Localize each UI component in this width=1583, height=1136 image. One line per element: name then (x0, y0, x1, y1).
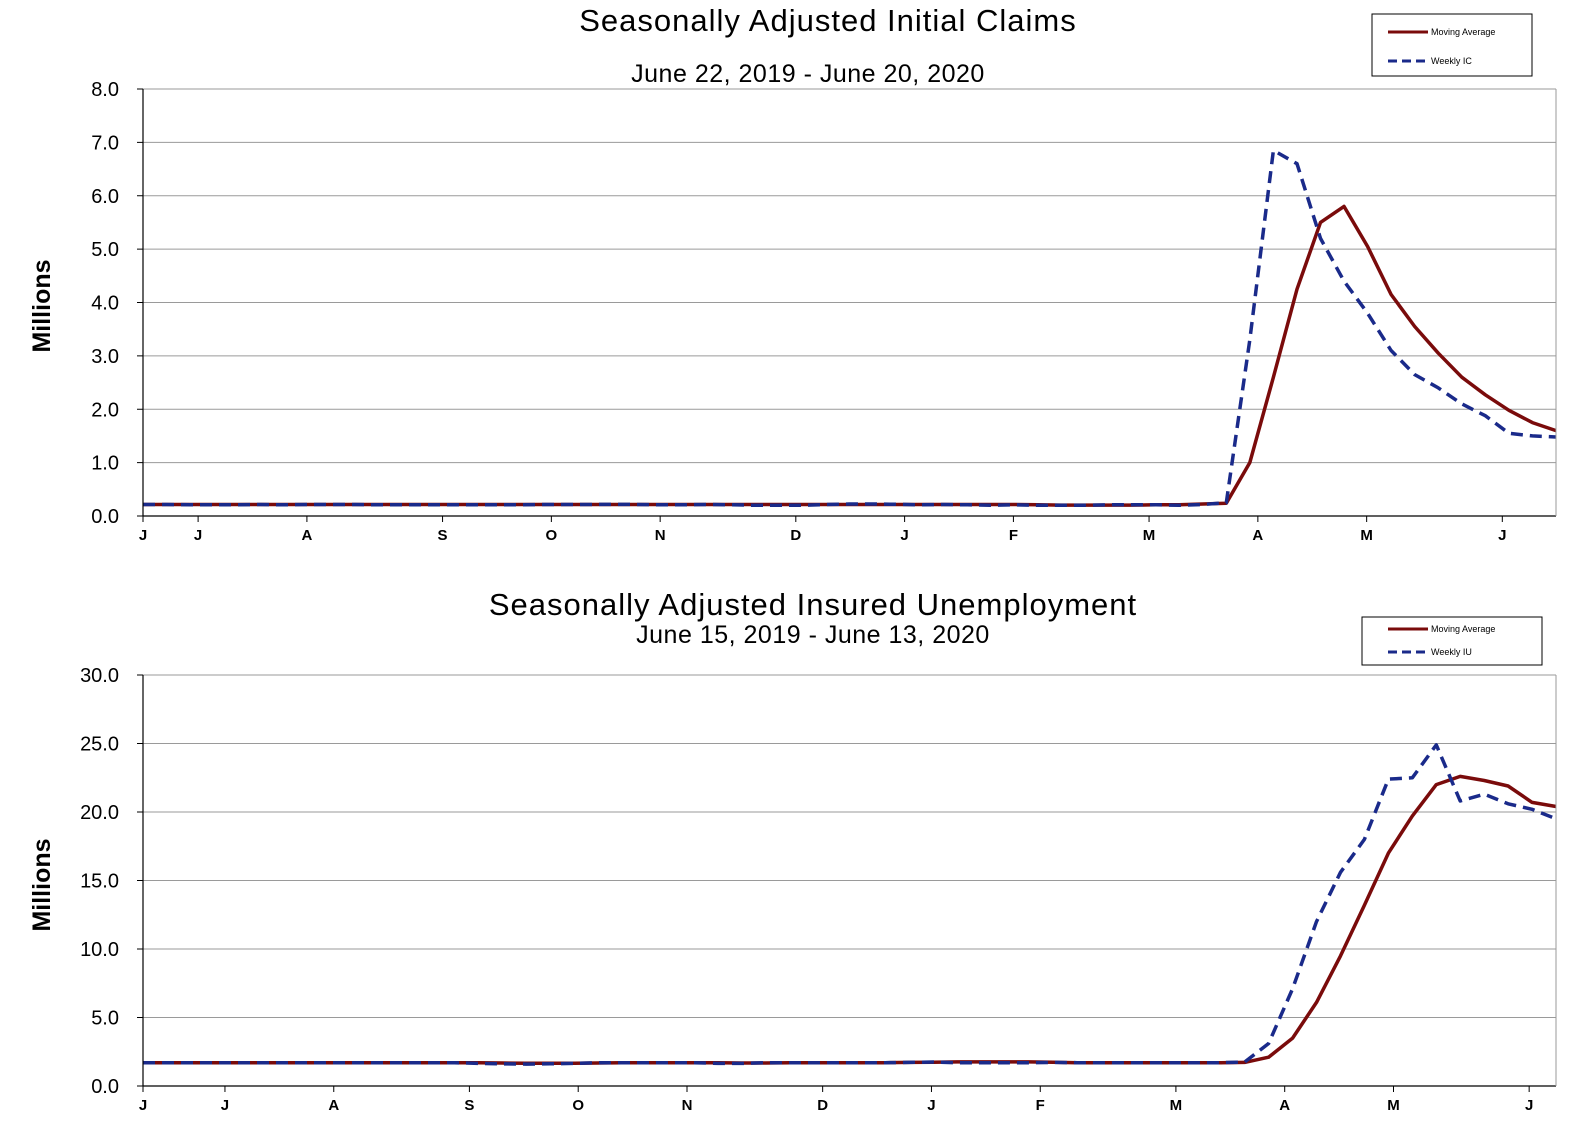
x-tick-label: N (655, 527, 666, 544)
x-tick-label: D (790, 527, 801, 544)
series-lines (143, 148, 1557, 508)
x-tick-label: N (682, 1097, 693, 1114)
y-tick-label: 5.0 (91, 239, 119, 261)
chart-subtitle: June 22, 2019 - June 20, 2020 (631, 60, 985, 88)
plot-frame (142, 675, 1557, 1087)
x-tick-label: J (139, 1097, 147, 1114)
series-line-weekly-iu (143, 743, 1557, 1066)
y-tick-label: 25.0 (80, 734, 119, 756)
x-tick-label: J (1525, 1097, 1533, 1114)
x-tick-label: M (1360, 527, 1373, 544)
x-tick-label: O (572, 1097, 584, 1114)
y-axis-label: Millions (28, 838, 56, 931)
x-tick-label: S (464, 1097, 474, 1114)
x-tick-label: J (927, 1097, 935, 1114)
chart-title: Seasonally Adjusted Initial Claims (579, 3, 1077, 38)
y-tick-label: 8.0 (91, 79, 119, 101)
y-tick-label: 7.0 (91, 132, 119, 154)
x-tick-label: M (1143, 527, 1156, 544)
x-tick-label: J (1498, 527, 1506, 544)
series-line-moving-average (143, 774, 1557, 1066)
legend: Moving Average Weekly IU (1361, 616, 1543, 666)
x-tick-label: A (328, 1097, 339, 1114)
y-tick-label: 4.0 (91, 293, 119, 315)
y-tick-label: 10.0 (80, 939, 119, 961)
x-tick-label: S (438, 527, 448, 544)
x-tick-label: D (817, 1097, 828, 1114)
y-axis-label: Millions (28, 259, 56, 352)
y-tick-label: 1.0 (91, 453, 119, 475)
legend-label-moving-average: Moving Average (1431, 624, 1495, 634)
y-tick-label: 3.0 (91, 346, 119, 368)
y-tick-label: 5.0 (91, 1008, 119, 1030)
x-tick-label: J (221, 1097, 229, 1114)
initial-claims-chart: Seasonally Adjusted Initial Claims June … (28, 3, 1557, 544)
legend: Moving Average Weekly IC (1371, 13, 1533, 77)
grid-lines (143, 88, 1556, 517)
y-tick-label: 30.0 (80, 665, 119, 687)
series-lines (143, 743, 1557, 1066)
y-tick-label: 6.0 (91, 186, 119, 208)
x-tick-label: F (1036, 1097, 1045, 1114)
x-tick-label: F (1009, 527, 1018, 544)
y-tick-label: 20.0 (80, 802, 119, 824)
y-tick-label: 0.0 (91, 1076, 119, 1098)
x-tick-label: A (1252, 527, 1263, 544)
x-tick-label: J (900, 527, 908, 544)
insured-unemployment-chart: Seasonally Adjusted Insured Unemployment… (28, 587, 1557, 1114)
x-tick-label: A (1279, 1097, 1290, 1114)
x-tick-label: M (1170, 1097, 1183, 1114)
legend-label-weekly-ic: Weekly IC (1431, 56, 1472, 66)
x-tick-label: O (546, 527, 558, 544)
legend-label-moving-average: Moving Average (1431, 27, 1495, 37)
x-tick-label: M (1387, 1097, 1400, 1114)
x-tick-label: J (139, 527, 147, 544)
y-tick-label: 0.0 (91, 506, 119, 528)
y-ticks: 0.0 1.0 2.0 3.0 4.0 5.0 6.0 7.0 8.0 (91, 79, 143, 528)
series-line-weekly-ic (143, 148, 1557, 508)
plot-frame (142, 89, 1557, 517)
chart-subtitle: June 15, 2019 - June 13, 2020 (636, 621, 990, 649)
y-ticks: 0.0 5.0 10.0 15.0 20.0 25.0 30.0 (80, 665, 143, 1098)
legend-label-weekly-iu: Weekly IU (1431, 647, 1472, 657)
x-tick-label: J (194, 527, 202, 544)
x-tick-label: A (301, 527, 312, 544)
chart-title: Seasonally Adjusted Insured Unemployment (489, 587, 1137, 622)
y-tick-label: 2.0 (91, 399, 119, 421)
grid-lines (143, 674, 1556, 1087)
y-tick-label: 15.0 (80, 871, 119, 893)
